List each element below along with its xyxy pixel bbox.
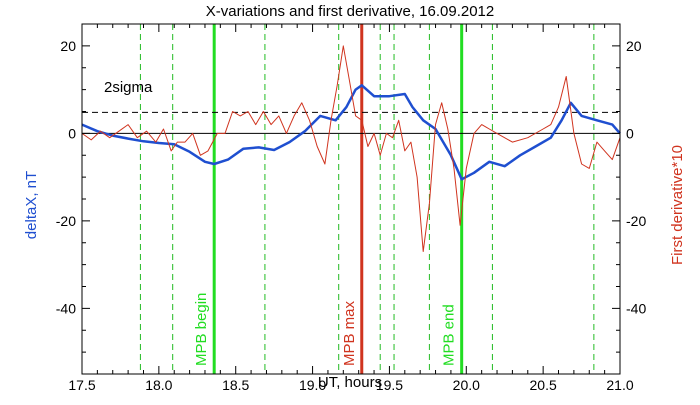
x-tick-label: 20.5 — [530, 377, 557, 393]
y-tick-label-right: 20 — [626, 38, 642, 54]
y-tick-label-left: -20 — [56, 213, 76, 229]
chart-title: X-variations and first derivative, 16.09… — [206, 3, 495, 20]
x-tick-label: 20.0 — [453, 377, 480, 393]
text-layer: X-variations and first derivative, 16.09… — [23, 3, 686, 391]
mpb-marker-label: MPB max — [341, 300, 358, 366]
sigma-label: 2sigma — [104, 79, 153, 96]
mpb-marker-label: MPB begin — [193, 293, 210, 366]
mpb-marker-label: MPB end — [441, 304, 458, 366]
derivative-series-line — [81, 45, 621, 252]
x-tick-label: 18.5 — [222, 377, 249, 393]
plot-layer: MPB begin MPB max MPB end — [81, 24, 621, 374]
x-tick-label: 21.0 — [606, 377, 633, 393]
deltaX-series-line — [81, 84, 621, 181]
x-axis-label: UT, hours — [318, 374, 382, 391]
x-tick-label: 19.5 — [376, 377, 403, 393]
y-axis-label-left: deltaX, nT — [23, 171, 40, 239]
y-tick-label-right: -20 — [626, 213, 646, 229]
y-axis-label-right: First derivative*10 — [669, 145, 686, 265]
x-tick-label: 17.5 — [68, 377, 95, 393]
axis-layer: 17.5 18.0 18.5 19.0 19.5 20.0 20.5 21.0 20 20 0 0 -2… — [56, 23, 646, 393]
x-tick-label: 18.0 — [145, 377, 172, 393]
y-tick-label-left: 20 — [60, 38, 76, 54]
x-tick-label: 19.0 — [299, 377, 326, 393]
y-tick-label-right: -40 — [626, 300, 646, 316]
y-tick-label-left: -40 — [56, 300, 76, 316]
y-tick-label-right: 0 — [626, 125, 634, 141]
y-tick-label-left: 0 — [68, 125, 76, 141]
